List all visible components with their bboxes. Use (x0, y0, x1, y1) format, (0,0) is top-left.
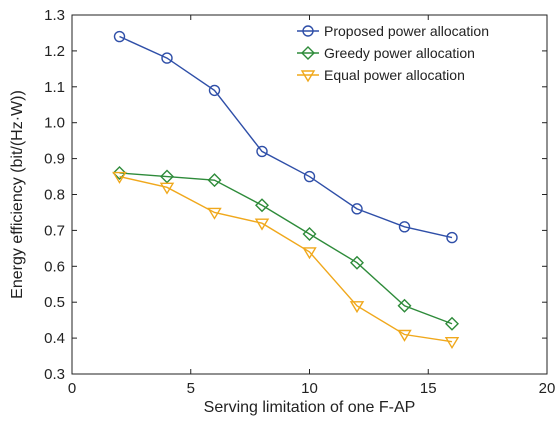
series-line (119, 175, 453, 343)
series-line (119, 35, 453, 239)
x-tick-label: 20 (539, 380, 556, 397)
y-tick-label: 0.5 (44, 294, 65, 311)
plot-area (71, 14, 548, 375)
data-point (207, 207, 222, 220)
data-point (112, 165, 127, 180)
series-diamond (112, 165, 459, 331)
y-tick-label: 0.7 (44, 222, 65, 239)
legend-marker (300, 70, 316, 83)
legend-label: Proposed power allocation (324, 23, 489, 39)
y-tick-label: 1.1 (44, 79, 65, 96)
x-tick-label: 0 (68, 380, 76, 397)
data-point (255, 198, 269, 213)
data-point (302, 247, 317, 260)
legend: Proposed power allocation Greedy power al… (297, 23, 489, 83)
data-point (446, 231, 458, 244)
data-point (112, 171, 127, 184)
data-point (159, 182, 175, 195)
x-tick-label: 15 (420, 380, 437, 397)
legend-label: Equal power allocation (324, 67, 465, 83)
x-tick-label: 5 (187, 380, 195, 397)
data-point (349, 301, 365, 314)
data-point (398, 221, 411, 233)
series-triangle-down (112, 171, 460, 350)
x-axis-title: Serving limitation of one F-AP (204, 399, 416, 416)
legend-marker (302, 25, 314, 37)
y-tick-label: 0.4 (44, 330, 65, 347)
data-point (397, 329, 412, 342)
y-tick-label: 1.0 (44, 115, 65, 132)
data-point (444, 336, 460, 350)
y-tick-label: 1.3 (44, 7, 65, 24)
axis-ticks: 0 5 10 15 20 0.3 0.4 0.5 0.6 0.7 0.8 0.9 1.0 1.1 1.2 1.… (44, 7, 555, 397)
data-point (160, 169, 174, 184)
y-axis-title: Energy efficiency (bit/(Hz·W)) (9, 90, 26, 299)
legend-label: Greedy power allocation (324, 45, 475, 61)
data-point (207, 173, 222, 188)
series-line (119, 172, 453, 325)
series-circle (113, 30, 458, 244)
y-tick-label: 1.2 (44, 43, 65, 60)
y-tick-label: 0.3 (44, 366, 65, 383)
data-point (397, 298, 412, 313)
y-tick-label: 0.8 (44, 187, 65, 204)
data-point (161, 52, 173, 64)
data-point (208, 84, 221, 97)
series-layer (112, 30, 460, 350)
y-tick-label: 0.6 (44, 258, 65, 275)
data-point (256, 145, 268, 158)
data-point (113, 30, 126, 43)
data-point (302, 227, 317, 241)
data-point (351, 203, 363, 215)
x-tick-label: 10 (301, 380, 318, 397)
legend-item: Greedy power allocation (297, 45, 475, 61)
data-point (350, 255, 364, 270)
y-tick-label: 0.9 (44, 151, 65, 168)
legend-item: Proposed power allocation (297, 23, 489, 39)
legend-marker (301, 46, 315, 60)
data-point (445, 316, 459, 331)
legend-item: Equal power allocation (297, 67, 465, 83)
data-point (254, 218, 270, 231)
data-point (303, 170, 316, 183)
